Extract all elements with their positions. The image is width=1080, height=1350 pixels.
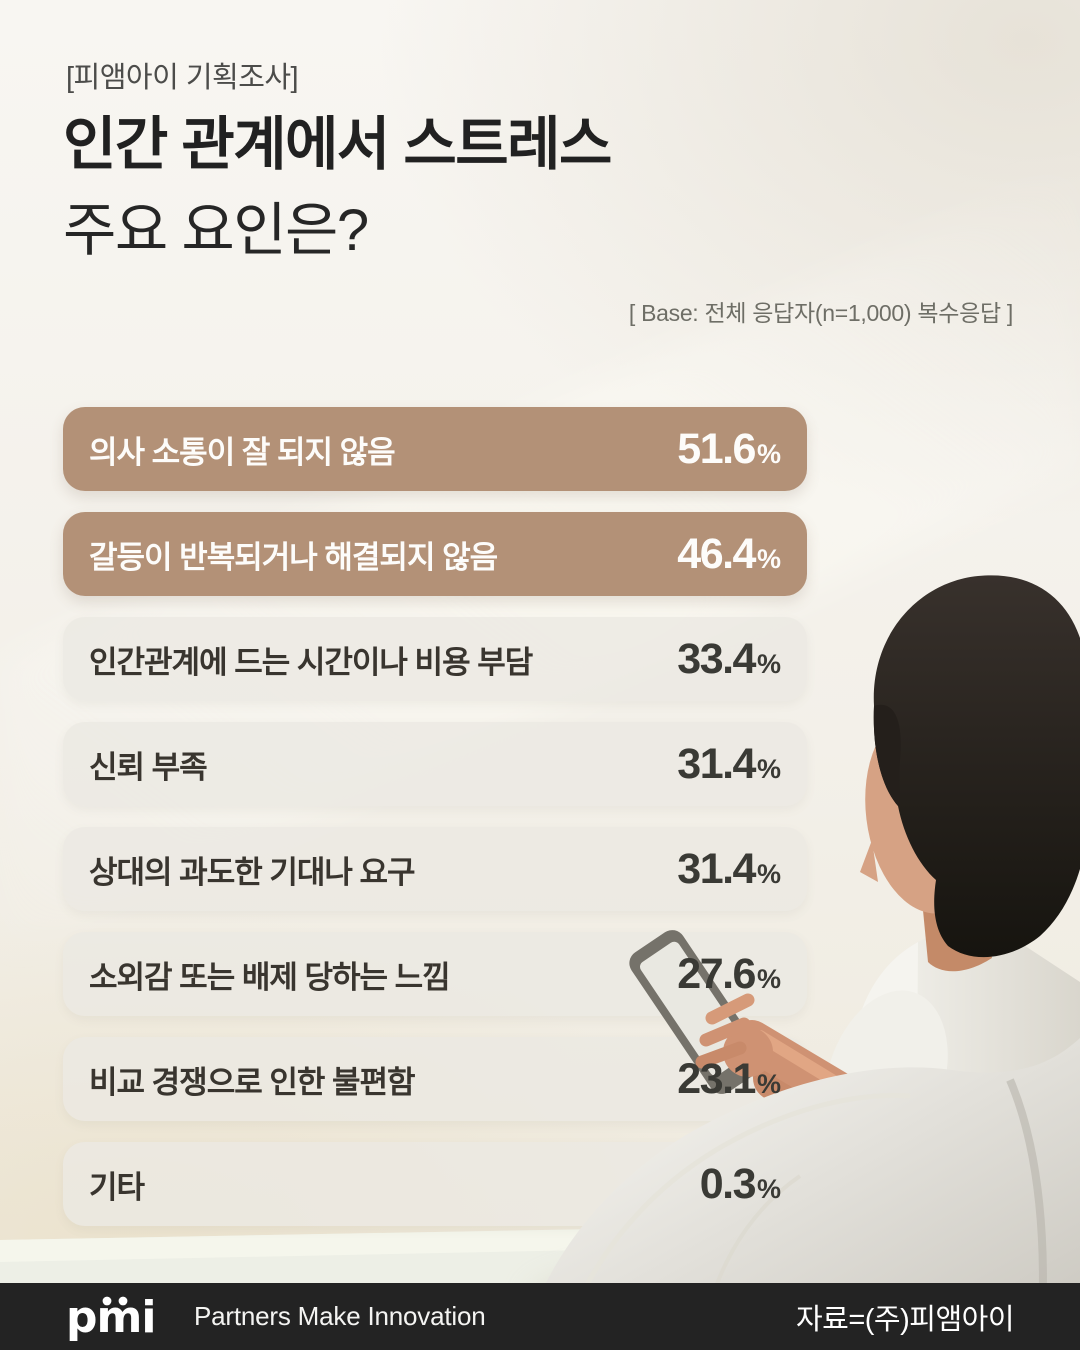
bar-value: 31.4% [677,844,781,893]
percent-sign: % [756,753,781,784]
chart-row: 의사 소통이 잘 되지 않음 51.6% [63,407,807,491]
percent-sign: % [756,963,781,994]
bar-track [63,407,807,491]
bar-value: 33.4% [677,634,781,683]
footer-source: 자료=(주)피앰아이 [795,1303,1015,1336]
chart-row: 비교 경쟁으로 인한 불편함 23.1% [63,1037,807,1121]
percent-sign: % [756,438,781,469]
bar-value: 27.6% [677,949,781,998]
bar-value: 23.1% [677,1054,781,1103]
bar-label: 인간관계에 드는 시간이나 비용 부담 [89,644,533,680]
percent-sign: % [756,858,781,889]
survey-tag: [피앰아이 기획조사] [66,62,299,94]
footer-bar: pmi Partners Make Innovation 자료=(주)피앰아이 [0,1283,1080,1350]
bar-label: 의사 소통이 잘 되지 않음 [89,434,396,470]
chart-row: 상대의 과도한 기대나 요구 31.4% [63,827,807,911]
percent-sign: % [756,1173,781,1204]
footer-tagline: Partners Make Innovation [194,1301,486,1331]
sample-base-note: [ Base: 전체 응답자(n=1,000) 복수응답 ] [628,300,1013,326]
bar-value: 46.4% [677,529,781,578]
chart-row: 인간관계에 드는 시간이나 비용 부담 33.4% [63,617,807,701]
chart-row: 기타 0.3% [63,1142,807,1226]
chart-row: 소외감 또는 배제 당하는 느낌 27.6% [63,932,807,1016]
bar-label: 소외감 또는 배제 당하는 느낌 [89,959,451,995]
bar-label: 비교 경쟁으로 인한 불편함 [89,1064,416,1100]
bar-value: 51.6% [677,424,781,473]
page-title: 인간 관계에서 스트레스 주요 요인은? [63,102,612,274]
bar-label: 갈등이 반복되거나 해결되지 않음 [89,539,498,575]
title-line-2: 주요 요인은? [63,198,369,263]
bar-track [63,827,807,911]
pmi-logo: pmi [66,1293,178,1341]
bar-value: 31.4% [677,739,781,788]
bar-track [63,512,807,596]
percent-sign: % [756,1068,781,1099]
pmi-logo-icon: pmi [66,1293,156,1341]
chart-row: 신뢰 부족 31.4% [63,722,807,806]
bar-label: 상대의 과도한 기대나 요구 [89,854,416,890]
chart-row: 갈등이 반복되거나 해결되지 않음 46.4% [63,512,807,596]
bar-track [63,722,807,806]
percent-sign: % [756,648,781,679]
percent-sign: % [756,543,781,574]
bar-track [63,617,807,701]
bar-label: 신뢰 부족 [89,749,208,785]
title-line-1: 인간 관계에서 스트레스 [63,112,612,177]
bar-value: 0.3% [699,1159,781,1208]
bar-label: 기타 [89,1169,145,1205]
